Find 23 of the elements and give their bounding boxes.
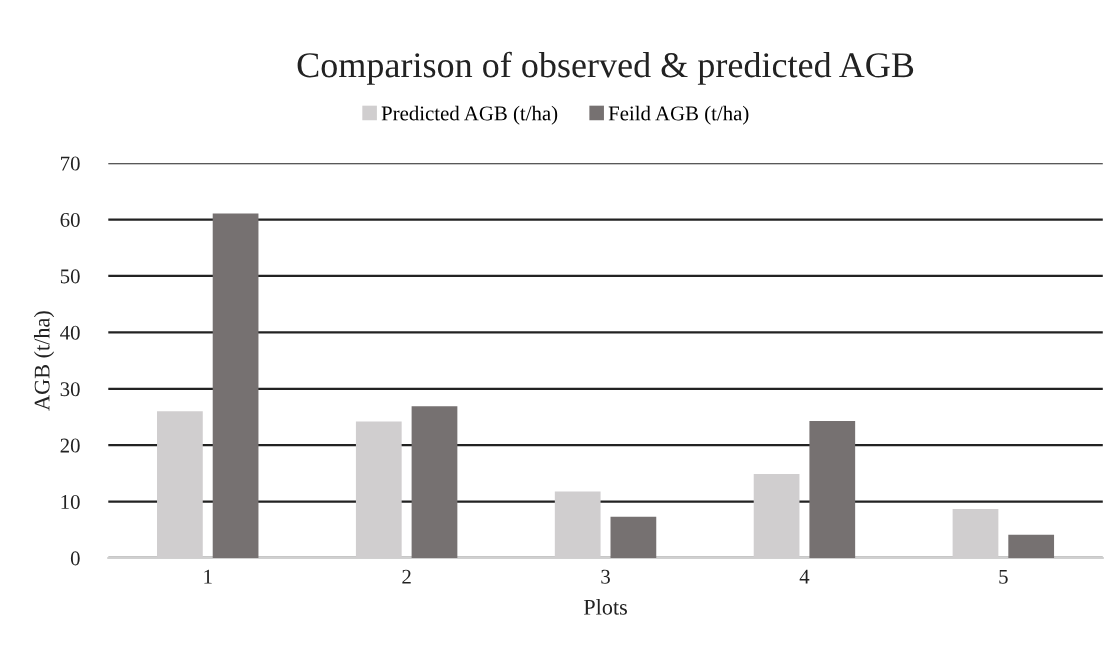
legend-label: Predicted AGB (t/ha) <box>381 105 558 125</box>
x-tick-label: 5 <box>999 569 1008 584</box>
y-tick-label: 60 <box>60 212 80 228</box>
y-tick-label: 50 <box>60 269 80 284</box>
chart-title: Comparison of observed & predicted AGB <box>297 51 914 85</box>
bar <box>610 516 657 558</box>
legend-label: Feild AGB (t/ha) <box>608 105 749 125</box>
y-tick-label: 70 <box>61 156 80 171</box>
y-tick-label: 20 <box>60 438 80 453</box>
x-tick-label: 3 <box>601 569 610 584</box>
x-tick-label: 4 <box>799 569 810 584</box>
y-axis-title: AGB (t/ha) <box>33 311 55 411</box>
bar <box>411 406 458 558</box>
x-axis-title: Plots <box>583 599 627 615</box>
y-tick-label: 30 <box>60 382 80 397</box>
x-tick-label: 1 <box>204 569 212 584</box>
bar <box>1008 534 1055 558</box>
y-tick-label: 40 <box>60 325 80 340</box>
bar <box>212 213 259 558</box>
bar <box>809 420 856 558</box>
x-tick-label: 2 <box>402 569 411 584</box>
y-tick-label: 10 <box>61 494 80 510</box>
y-tick-label: 0 <box>70 551 80 566</box>
